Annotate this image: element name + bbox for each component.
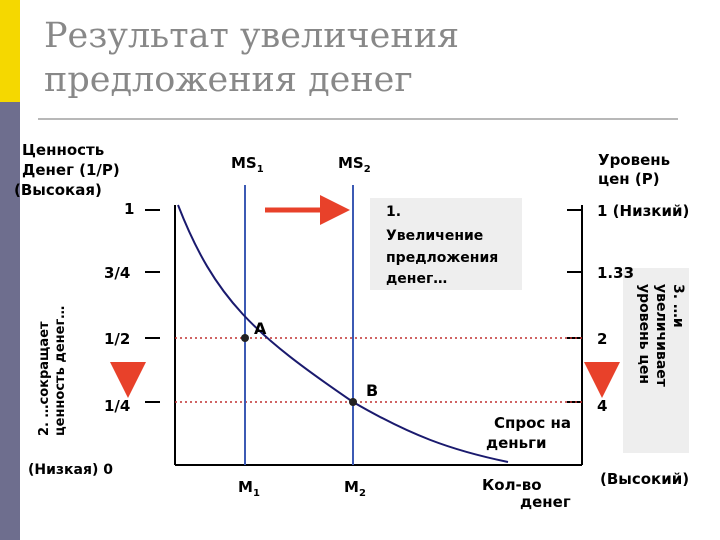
- svg-text:Спрос на деньги: Спрос на деньги: [486, 414, 576, 452]
- left-tick-label-34: 3/4: [104, 264, 130, 282]
- x-axis-label-2: денег: [520, 493, 571, 511]
- right-bottom-label: (Высокий): [600, 470, 689, 488]
- right-axis-title-1: Уровень: [598, 151, 670, 169]
- ms1-label: MS1: [231, 154, 264, 175]
- point-b-label: B: [366, 381, 378, 400]
- left-tick-label-12: 1/2: [104, 330, 130, 348]
- money-demand-curve: [177, 204, 509, 463]
- right-note-line-2: увеличивает: [653, 284, 669, 388]
- sidebar-stripe: [0, 0, 20, 540]
- increase-note-panel: [370, 198, 522, 290]
- left-tick-label-14: 1/4: [104, 397, 130, 415]
- increase-note-line-1: 1.: [386, 204, 401, 220]
- m2-label: M2: [344, 478, 366, 499]
- svg-text:Ценность Денег (1/P) (: Ценность Денег (1/P) (Высокая): [14, 141, 125, 199]
- increase-note-line-4: денег…: [386, 271, 447, 287]
- svg-text:Уровень цен (P): Уровень цен (P): [598, 151, 675, 188]
- svg-text:Кол-во денег: Кол-во денег: [482, 476, 571, 511]
- left-zero-label: (Низкая) 0: [28, 462, 113, 478]
- left-axis-title-3: (Высокая): [14, 181, 102, 199]
- svg-text:1. Увеличение предложе: 1. Увеличение предложения денег…: [386, 204, 503, 287]
- svg-text:3. …и увеличивает уров: 3. …и увеличивает уровень цен: [636, 284, 686, 392]
- right-note-line-1: 3. …и: [670, 284, 686, 328]
- right-tick-label-133: 1.33: [597, 264, 634, 282]
- point-b-dot: [349, 398, 357, 406]
- demand-label-2: деньги: [486, 434, 546, 452]
- right-note-line-3: уровень цен: [636, 284, 652, 384]
- point-a-label: A: [254, 319, 267, 338]
- left-tick-label-1: 1: [124, 200, 134, 218]
- right-note-panel: [623, 268, 689, 453]
- right-axis-title-2: цен (P): [598, 170, 660, 188]
- x-axis-label-1: Кол-во: [482, 476, 542, 494]
- title-rule: [38, 118, 678, 120]
- point-a-dot: [241, 334, 249, 342]
- left-note-line-2: ценность денег…: [53, 306, 68, 436]
- demand-label-1: Спрос на: [494, 414, 571, 432]
- left-note-line-1: 2. …сокращает: [37, 321, 52, 436]
- m1-label: M1: [238, 478, 260, 499]
- increase-note-line-2: Увеличение: [386, 228, 483, 244]
- right-tick-label-1: 1 (Низкий): [597, 202, 689, 220]
- svg-text:2. …сокращает ценность ден: 2. …сокращает ценность денег…: [37, 306, 68, 436]
- right-tick-label-2: 2: [597, 330, 607, 348]
- left-axis-title-2: Денег (1/P): [22, 161, 120, 179]
- sidebar-accent: [0, 0, 20, 102]
- right-tick-label-4: 4: [597, 397, 607, 415]
- slide-title: Результат увеличения предложения денег: [44, 16, 460, 100]
- ms2-label: MS2: [338, 154, 371, 175]
- increase-note-line-3: предложения: [386, 250, 498, 266]
- left-axis-title-1: Ценность: [22, 141, 104, 159]
